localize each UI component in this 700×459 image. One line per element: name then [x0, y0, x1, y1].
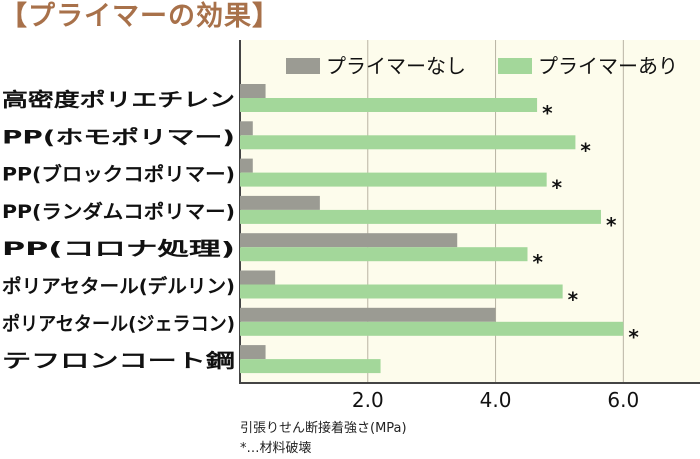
legend-label: プライマーあり [538, 54, 678, 78]
bar-with-primer [240, 247, 528, 262]
bar-without-primer [240, 270, 276, 285]
x-tick-label: 6.0 [607, 388, 639, 412]
x-tick-label: 4.0 [480, 388, 512, 412]
x-axis-label: 引張りせん断接着強さ(MPa) [240, 421, 407, 436]
category-label: ポリアセタール(デルリン) [2, 275, 235, 298]
bar-without-primer [240, 121, 253, 136]
bar-without-primer [240, 307, 496, 322]
category-label: PP(ランダムコポリマー) [2, 200, 235, 223]
material-failure-mark: * [568, 288, 579, 312]
category-label: PP(ホモポリマー) [2, 125, 235, 148]
bar-with-primer [240, 359, 381, 374]
category-label: テフロンコート鋼 [2, 349, 235, 372]
bar-with-primer [240, 98, 538, 112]
category-label: PP(ブロックコポリマー) [2, 163, 235, 186]
bar-with-primer [240, 209, 601, 224]
bar-with-primer [240, 172, 547, 187]
material-failure-mark: * [533, 250, 544, 274]
chart-title: 【プライマーの効果】 [0, 1, 280, 32]
bar-without-primer [240, 345, 266, 360]
footnote: *…材料破壊 [240, 441, 312, 456]
legend-swatch [498, 58, 532, 74]
category-label: PP(コロナ処理) [2, 237, 235, 260]
bar-without-primer [240, 84, 266, 98]
category-label: ポリアセタール(ジェラコン) [2, 312, 235, 335]
legend-swatch [286, 58, 320, 74]
category-label: 高密度ポリエチレン [2, 88, 235, 111]
bar-without-primer [240, 233, 458, 248]
material-failure-mark: * [542, 101, 553, 125]
x-tick-label: 2.0 [352, 388, 384, 412]
material-failure-mark: * [552, 176, 563, 200]
bar-with-primer [240, 135, 576, 150]
material-failure-mark: * [580, 138, 591, 162]
material-failure-mark: * [606, 213, 617, 237]
bar-without-primer [240, 158, 253, 173]
material-failure-mark: * [628, 325, 639, 349]
legend-label: プライマーなし [326, 54, 466, 78]
bar-with-primer [240, 321, 624, 336]
bar-with-primer [240, 284, 563, 299]
bar-without-primer [240, 195, 320, 210]
